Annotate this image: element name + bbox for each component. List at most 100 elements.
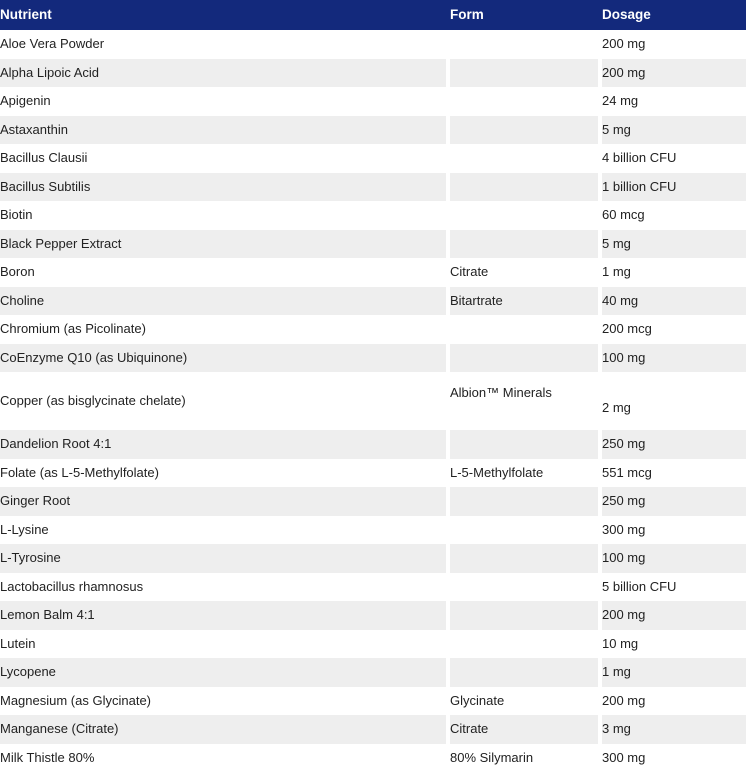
cell-dosage: 200 mg xyxy=(602,30,746,59)
cell-nutrient: Lactobacillus rhamnosus xyxy=(0,573,446,602)
cell-dosage: 3 mg xyxy=(602,715,746,744)
cell-nutrient: Biotin xyxy=(0,201,446,230)
cell-form: L-5-Methylfolate xyxy=(450,459,598,488)
table-row: Apigenin 24 mg xyxy=(0,87,746,116)
cell-nutrient: Boron xyxy=(0,258,446,287)
cell-nutrient: Milk Thistle 80% xyxy=(0,744,446,772)
cell-form xyxy=(450,601,598,630)
cell-form xyxy=(450,430,598,459)
cell-form xyxy=(450,315,598,344)
cell-nutrient: Bacillus Clausii xyxy=(0,144,446,173)
cell-nutrient: Chromium (as Picolinate) xyxy=(0,315,446,344)
table-row: Bacillus Subtilis 1 billion CFU xyxy=(0,173,746,202)
table-header: Nutrient Form Dosage xyxy=(0,0,746,30)
cell-dosage: 24 mg xyxy=(602,87,746,116)
cell-dosage: 250 mg xyxy=(602,487,746,516)
cell-nutrient: Magnesium (as Glycinate) xyxy=(0,687,446,716)
cell-dosage: 551 mcg xyxy=(602,459,746,488)
cell-dosage: 200 mg xyxy=(602,59,746,88)
cell-dosage: 1 mg xyxy=(602,258,746,287)
cell-form: Citrate xyxy=(450,715,598,744)
cell-dosage: 1 mg xyxy=(602,658,746,687)
cell-nutrient: Lycopene xyxy=(0,658,446,687)
cell-form xyxy=(450,116,598,145)
cell-nutrient: Apigenin xyxy=(0,87,446,116)
cell-nutrient: L-Lysine xyxy=(0,516,446,545)
cell-form: 80% Silymarin xyxy=(450,744,598,772)
cell-dosage: 5 mg xyxy=(602,116,746,145)
cell-dosage: 60 mcg xyxy=(602,201,746,230)
table-row: Black Pepper Extract 5 mg xyxy=(0,230,746,259)
cell-form xyxy=(450,544,598,573)
cell-dosage: 40 mg xyxy=(602,287,746,316)
cell-dosage: 4 billion CFU xyxy=(602,144,746,173)
cell-dosage: 200 mg xyxy=(602,601,746,630)
cell-form: Bitartrate xyxy=(450,287,598,316)
table-row: Astaxanthin 5 mg xyxy=(0,116,746,145)
cell-form xyxy=(450,487,598,516)
table-row: L-Lysine 300 mg xyxy=(0,516,746,545)
table-row: Chromium (as Picolinate) 200 mcg xyxy=(0,315,746,344)
cell-form xyxy=(450,87,598,116)
cell-dosage: 5 mg xyxy=(602,230,746,259)
cell-dosage: 200 mg xyxy=(602,687,746,716)
cell-dosage: 300 mg xyxy=(602,744,746,772)
cell-nutrient: Ginger Root xyxy=(0,487,446,516)
cell-form xyxy=(450,658,598,687)
table-row: Bacillus Clausii 4 billion CFU xyxy=(0,144,746,173)
cell-nutrient: Aloe Vera Powder xyxy=(0,30,446,59)
table-row: Copper (as bisglycinate chelate)Albion™ … xyxy=(0,372,746,430)
column-header-form[interactable]: Form xyxy=(450,0,598,30)
cell-form xyxy=(450,173,598,202)
cell-dosage: 1 billion CFU xyxy=(602,173,746,202)
table-row: Alpha Lipoic Acid 200 mg xyxy=(0,59,746,88)
cell-nutrient: Lutein xyxy=(0,630,446,659)
table-row: Lycopene 1 mg xyxy=(0,658,746,687)
cell-form: Albion™ Minerals xyxy=(450,372,598,430)
cell-nutrient: Choline xyxy=(0,287,446,316)
cell-nutrient: Copper (as bisglycinate chelate) xyxy=(0,372,446,430)
cell-dosage: 100 mg xyxy=(602,344,746,373)
table-row: Lemon Balm 4:1 200 mg xyxy=(0,601,746,630)
cell-dosage: 10 mg xyxy=(602,630,746,659)
cell-form xyxy=(450,30,598,59)
cell-nutrient: Bacillus Subtilis xyxy=(0,173,446,202)
table-row: Aloe Vera Powder 200 mg xyxy=(0,30,746,59)
cell-dosage: 5 billion CFU xyxy=(602,573,746,602)
cell-nutrient: Black Pepper Extract xyxy=(0,230,446,259)
cell-form xyxy=(450,59,598,88)
cell-nutrient: Manganese (Citrate) xyxy=(0,715,446,744)
cell-form xyxy=(450,630,598,659)
table-header-row: Nutrient Form Dosage xyxy=(0,0,746,30)
table-row: Ginger Root 250 mg xyxy=(0,487,746,516)
cell-nutrient: CoEnzyme Q10 (as Ubiquinone) xyxy=(0,344,446,373)
table-row: Biotin 60 mcg xyxy=(0,201,746,230)
column-header-nutrient[interactable]: Nutrient xyxy=(0,0,446,30)
cell-dosage: 200 mcg xyxy=(602,315,746,344)
cell-form xyxy=(450,344,598,373)
table-row: Lactobacillus rhamnosus 5 billion CFU xyxy=(0,573,746,602)
table-row: CoEnzyme Q10 (as Ubiquinone) 100 mg xyxy=(0,344,746,373)
table-row: Folate (as L-5-Methylfolate)L-5-Methylfo… xyxy=(0,459,746,488)
cell-dosage: 100 mg xyxy=(602,544,746,573)
cell-form xyxy=(450,516,598,545)
column-header-dosage[interactable]: Dosage xyxy=(602,0,746,30)
cell-nutrient: Dandelion Root 4:1 xyxy=(0,430,446,459)
cell-form: Glycinate xyxy=(450,687,598,716)
cell-form xyxy=(450,144,598,173)
cell-nutrient: Alpha Lipoic Acid xyxy=(0,59,446,88)
cell-dosage: 250 mg xyxy=(602,430,746,459)
cell-nutrient: Astaxanthin xyxy=(0,116,446,145)
cell-form xyxy=(450,201,598,230)
cell-dosage: 300 mg xyxy=(602,516,746,545)
cell-nutrient: Folate (as L-5-Methylfolate) xyxy=(0,459,446,488)
table-row: Dandelion Root 4:1 250 mg xyxy=(0,430,746,459)
cell-nutrient: Lemon Balm 4:1 xyxy=(0,601,446,630)
